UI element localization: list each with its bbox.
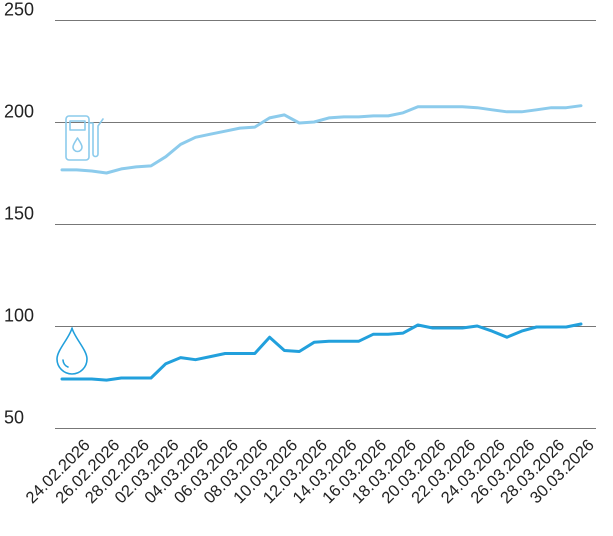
fuel-pump-icon [65, 115, 104, 161]
gridlines [55, 20, 596, 429]
series-line-fuel-pump [60, 104, 583, 175]
series-line-water-drop [60, 322, 583, 382]
x-axis-tick-labels: 24.02.202626.02.202628.02.202602.03.2026… [23, 436, 598, 507]
y-tick-label-150: 150 [4, 204, 34, 224]
y-tick-label-200: 200 [4, 102, 34, 122]
y-tick-label-100: 100 [4, 306, 34, 326]
y-tick-label-50: 50 [4, 408, 24, 428]
y-tick-label-250: 250 [4, 0, 34, 20]
series-lines [60, 104, 583, 382]
y-axis-tick-labels: 50 100 150 200 250 [4, 0, 34, 428]
water-drop-icon [56, 327, 88, 375]
